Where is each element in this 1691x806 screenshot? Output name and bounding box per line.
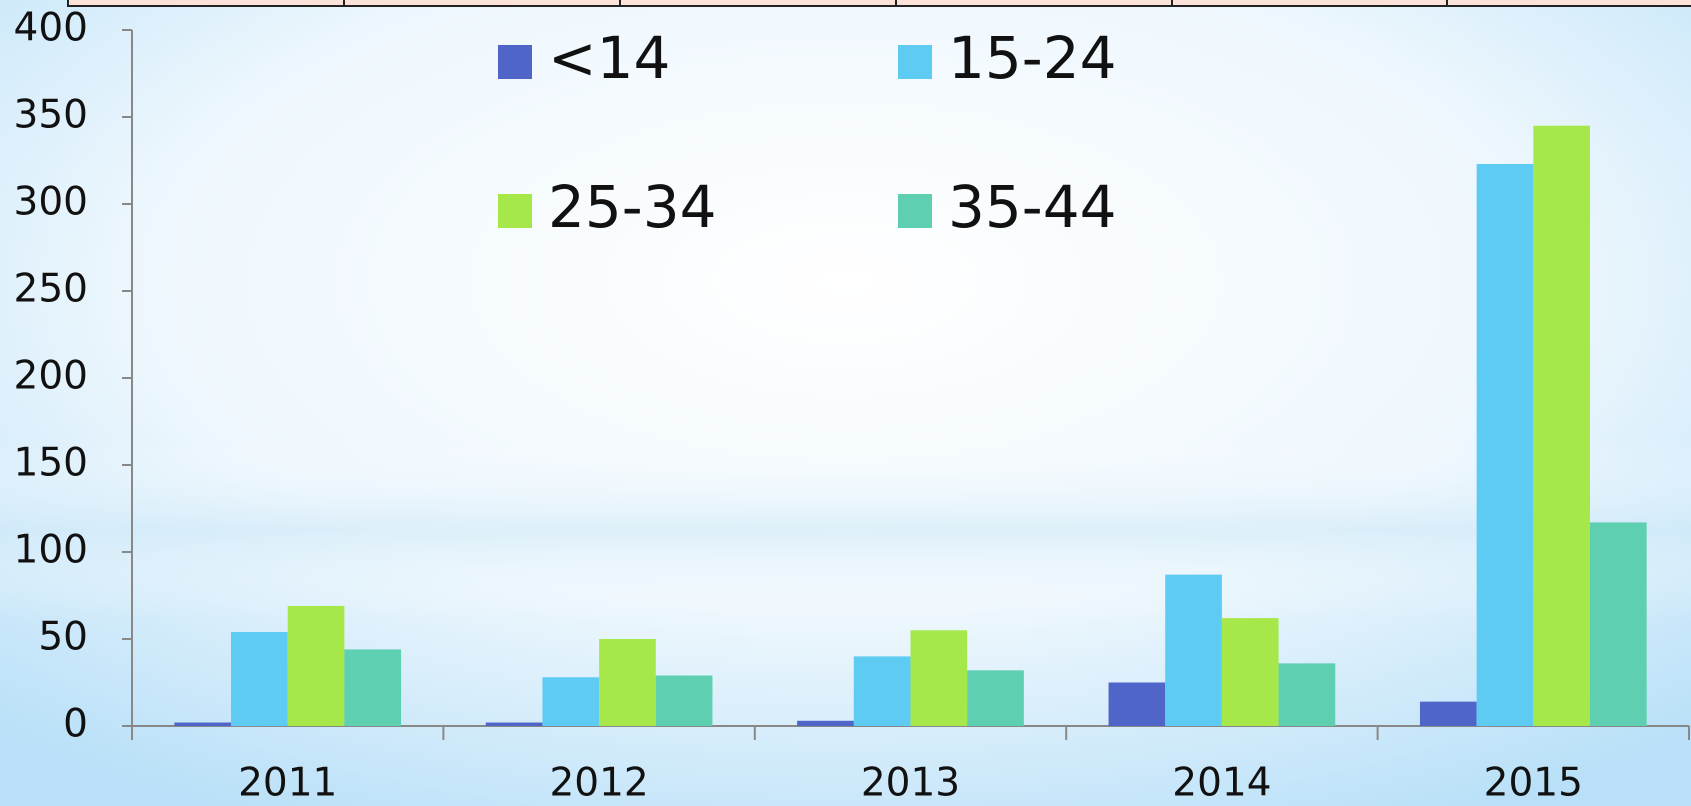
bar	[910, 630, 968, 726]
bar	[287, 605, 345, 726]
x-tick-label: 2014	[1172, 761, 1271, 806]
x-tick-label: 2013	[861, 761, 960, 806]
bar	[967, 670, 1024, 726]
y-tick-label: 100	[14, 528, 88, 573]
y-tick-label: 350	[14, 93, 88, 138]
bar	[1476, 163, 1534, 727]
y-tick-label: 150	[14, 441, 88, 486]
y-tick-label: 300	[14, 180, 88, 225]
bar	[485, 722, 543, 726]
legend-swatch	[898, 45, 932, 79]
bar	[1278, 663, 1336, 726]
y-tick-label: 50	[38, 615, 88, 660]
x-tick-label: 2011	[238, 761, 337, 806]
bar	[1533, 125, 1590, 726]
y-tick-label: 250	[14, 267, 88, 312]
bar	[655, 675, 713, 726]
y-tick-label: 200	[14, 354, 88, 399]
bar	[231, 632, 288, 726]
legend-swatch	[898, 194, 932, 228]
x-tick-label: 2015	[1484, 761, 1583, 806]
x-tick-label: 2012	[549, 761, 648, 806]
bar	[1165, 574, 1222, 726]
legend-label: 25-34	[548, 173, 717, 241]
bar	[797, 720, 854, 726]
y-tick-label: 0	[63, 702, 88, 747]
bar	[1108, 682, 1166, 726]
legend-swatch	[498, 45, 532, 79]
bar	[174, 722, 232, 726]
bar	[1221, 618, 1279, 726]
bar	[1589, 522, 1647, 726]
background-band	[0, 440, 1691, 620]
y-tick-label: 400	[14, 6, 88, 51]
bar	[853, 656, 911, 726]
legend-label: <14	[548, 24, 670, 92]
legend-label: 35-44	[948, 173, 1117, 241]
legend-label: 15-24	[948, 24, 1117, 92]
bar	[344, 649, 402, 726]
bar	[1419, 701, 1477, 726]
bar	[599, 639, 656, 726]
legend-swatch	[498, 194, 532, 228]
bar	[542, 677, 600, 726]
top-strip	[67, 0, 1691, 7]
